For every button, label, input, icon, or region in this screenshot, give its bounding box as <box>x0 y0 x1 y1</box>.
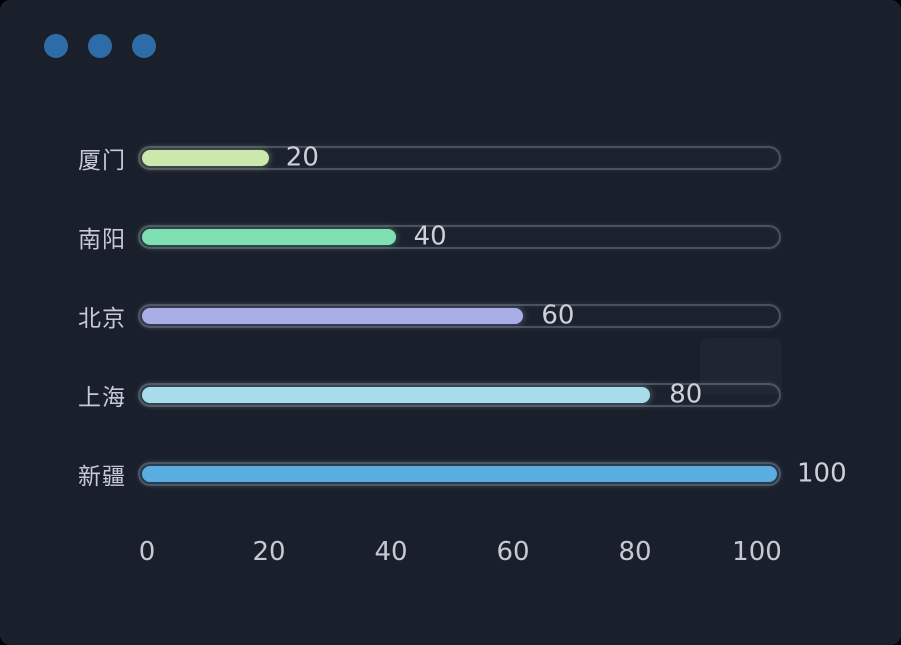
x-tick-label: 20 <box>252 537 286 567</box>
bar-track[interactable]: 40 <box>138 221 781 251</box>
category-label: 南阳 <box>78 226 126 253</box>
bar-track[interactable]: 80 <box>138 379 781 409</box>
bar-fill[interactable] <box>142 149 269 166</box>
window-dot[interactable] <box>44 34 68 58</box>
bar-chart: 厦门 20 南阳 40 北京 60 上海 80 新疆 100 <box>64 118 847 513</box>
bar-row: 厦门 20 <box>64 118 781 197</box>
bar-fill[interactable] <box>142 386 650 403</box>
bar-row: 上海 80 <box>64 355 781 434</box>
category-label: 上海 <box>78 384 126 411</box>
bar-fill[interactable] <box>142 228 396 245</box>
value-label: 100 <box>797 457 847 488</box>
bar-fill[interactable] <box>142 465 777 482</box>
value-label: 80 <box>669 378 703 409</box>
x-tick-label: 80 <box>618 537 652 567</box>
window-dot[interactable] <box>132 34 156 58</box>
category-label: 北京 <box>78 305 126 332</box>
bar-track[interactable]: 60 <box>138 300 781 330</box>
bar-row: 北京 60 <box>64 276 781 355</box>
bar-row: 南阳 40 <box>64 197 781 276</box>
x-tick-label: 100 <box>732 537 782 567</box>
bar-track[interactable]: 100 <box>138 458 847 488</box>
bar-track[interactable]: 20 <box>138 142 781 172</box>
value-label: 60 <box>541 299 575 330</box>
x-tick-label: 40 <box>374 537 408 567</box>
window-dot[interactable] <box>88 34 112 58</box>
bar-row: 新疆 100 <box>64 434 847 513</box>
x-axis: 0 20 40 60 80 100 <box>138 537 782 569</box>
category-label: 厦门 <box>78 147 126 174</box>
value-label: 40 <box>413 220 447 251</box>
category-label: 新疆 <box>78 463 126 490</box>
x-tick-label: 0 <box>138 537 156 567</box>
bar-fill[interactable] <box>142 307 523 324</box>
value-label: 20 <box>285 141 319 172</box>
window-controls <box>44 34 156 58</box>
x-tick-label: 60 <box>496 537 530 567</box>
